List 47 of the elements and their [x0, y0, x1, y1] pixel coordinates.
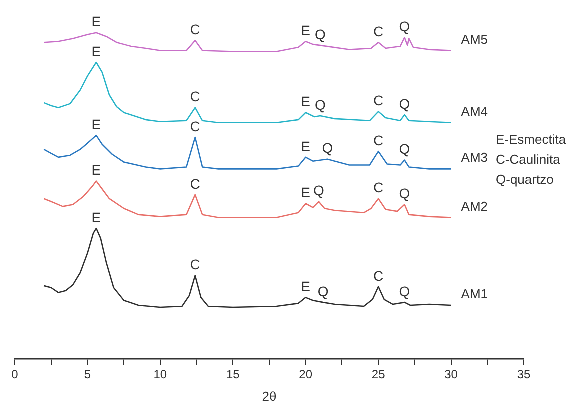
annotation: Q: [399, 186, 410, 202]
series-label: AM3: [461, 150, 488, 166]
annotation: C: [190, 256, 200, 273]
x-tick-label: 25: [372, 368, 386, 382]
annotation: Q: [399, 96, 410, 112]
x-tick-label: 30: [444, 368, 458, 382]
annotation: C: [190, 22, 200, 38]
annotation: E: [92, 209, 102, 226]
annotation: E: [301, 22, 311, 38]
x-axis-title: 2θ: [262, 388, 277, 404]
annotation: E: [92, 116, 102, 132]
annotation: E-Esmectita: [496, 131, 566, 149]
annotation: C: [190, 118, 200, 134]
annotation: C-Caulinita: [496, 151, 562, 169]
series-label: AM4: [461, 104, 488, 119]
x-tick-label: 15: [226, 368, 240, 382]
annotation: E: [301, 278, 311, 295]
annotation: E: [301, 94, 311, 110]
annotation: Q: [399, 18, 410, 35]
x-tick-label: 10: [154, 368, 168, 382]
annotation: E: [92, 43, 102, 60]
x-tick-label: 35: [517, 368, 531, 382]
annotation: C: [374, 268, 384, 284]
series-label: AM1: [461, 286, 488, 302]
x-tick-label: 5: [84, 368, 92, 382]
annotation: Q: [314, 26, 326, 42]
annotation: Q: [314, 182, 324, 199]
annotation: C: [190, 88, 200, 105]
series-label: AM2: [461, 198, 488, 214]
annotation: C: [374, 23, 384, 40]
annotation: Q: [322, 140, 334, 156]
annotation: E: [301, 184, 311, 201]
annotation: Q: [318, 283, 329, 300]
x-tick-label: 20: [299, 368, 313, 382]
x-tick-label: 0: [12, 368, 19, 382]
annotation: E: [92, 14, 102, 30]
annotation: E: [301, 138, 311, 154]
annotation: E: [92, 162, 102, 178]
annotation: C: [190, 176, 200, 192]
annotation: Q: [399, 283, 410, 300]
annotation: C: [374, 92, 384, 109]
annotation: C: [374, 180, 384, 196]
annotation: Q: [399, 141, 410, 158]
annotation: Q: [314, 96, 326, 113]
annotation: Q-quartzo: [496, 171, 555, 189]
annotation: C: [374, 132, 384, 148]
series-label: AM5: [461, 32, 488, 47]
